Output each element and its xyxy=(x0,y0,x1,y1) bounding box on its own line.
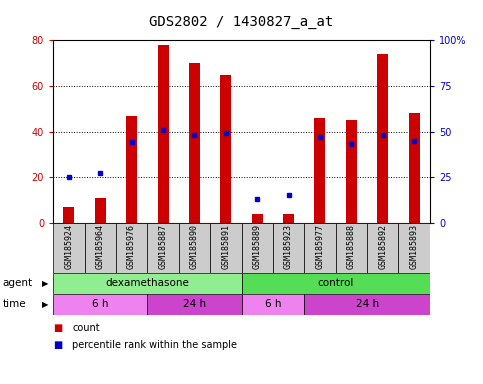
Bar xyxy=(242,223,273,273)
Bar xyxy=(273,223,304,273)
Text: ▶: ▶ xyxy=(42,300,48,309)
Bar xyxy=(398,223,430,273)
Text: GSM185976: GSM185976 xyxy=(127,224,136,269)
Text: time: time xyxy=(2,299,26,310)
Text: ■: ■ xyxy=(53,340,62,350)
Bar xyxy=(53,294,147,315)
Text: GSM185890: GSM185890 xyxy=(190,224,199,269)
Text: 6 h: 6 h xyxy=(265,299,281,310)
Text: 6 h: 6 h xyxy=(92,299,109,310)
Text: 24 h: 24 h xyxy=(183,299,206,310)
Bar xyxy=(367,223,398,273)
Bar xyxy=(252,214,263,223)
Bar xyxy=(377,54,388,223)
Bar xyxy=(85,223,116,273)
Bar xyxy=(304,294,430,315)
Bar xyxy=(63,207,74,223)
Text: ▶: ▶ xyxy=(42,279,48,288)
Bar xyxy=(283,214,294,223)
Bar xyxy=(95,198,106,223)
Text: GSM185923: GSM185923 xyxy=(284,224,293,269)
Bar xyxy=(126,116,137,223)
Bar xyxy=(242,294,304,315)
Bar xyxy=(189,63,200,223)
Bar xyxy=(409,113,420,223)
Text: GSM185924: GSM185924 xyxy=(64,224,73,269)
Bar xyxy=(179,223,210,273)
Text: GSM185888: GSM185888 xyxy=(347,224,356,269)
Text: GSM185887: GSM185887 xyxy=(158,224,168,269)
Bar xyxy=(336,223,367,273)
Bar xyxy=(157,45,169,223)
Text: count: count xyxy=(72,323,100,333)
Text: GSM185889: GSM185889 xyxy=(253,224,262,269)
Bar xyxy=(346,120,357,223)
Text: control: control xyxy=(317,278,354,288)
Bar xyxy=(314,118,326,223)
Bar xyxy=(147,223,179,273)
Bar xyxy=(53,273,242,294)
Bar xyxy=(210,223,242,273)
Text: GSM185893: GSM185893 xyxy=(410,224,419,269)
Text: ■: ■ xyxy=(53,323,62,333)
Bar xyxy=(147,294,242,315)
Bar xyxy=(304,223,336,273)
Bar xyxy=(53,223,85,273)
Text: agent: agent xyxy=(2,278,32,288)
Text: dexamethasone: dexamethasone xyxy=(105,278,189,288)
Text: 24 h: 24 h xyxy=(355,299,379,310)
Bar xyxy=(116,223,147,273)
Text: GSM185892: GSM185892 xyxy=(378,224,387,269)
Text: GSM185891: GSM185891 xyxy=(221,224,230,269)
Text: GDS2802 / 1430827_a_at: GDS2802 / 1430827_a_at xyxy=(149,15,334,29)
Text: GSM185977: GSM185977 xyxy=(315,224,325,269)
Text: GSM185964: GSM185964 xyxy=(96,224,105,269)
Bar xyxy=(220,74,231,223)
Text: percentile rank within the sample: percentile rank within the sample xyxy=(72,340,238,350)
Bar xyxy=(242,273,430,294)
